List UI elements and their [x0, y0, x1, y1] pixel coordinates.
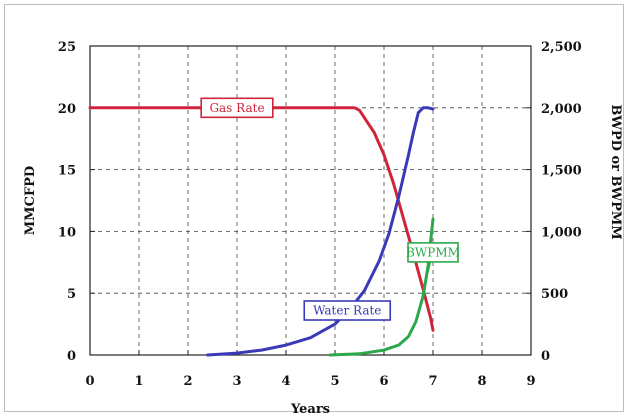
x-tick-label: 6 — [379, 374, 388, 389]
series-line-water-rate — [206, 106, 435, 357]
chart-frame — [4, 4, 624, 412]
right-y-tick-label: 1,500 — [541, 164, 582, 179]
callout-box — [303, 300, 392, 321]
left-y-tick-label: 0 — [67, 349, 76, 364]
right-y-axis-title: BWPD or BWPMM — [608, 104, 623, 239]
right-y-tick-label: 2,500 — [541, 40, 582, 55]
callout-label: Water Rate — [313, 304, 381, 318]
callout-water-rate: Water Rate — [303, 300, 392, 325]
callout-label: BWPMM — [406, 245, 460, 259]
right-y-tick-label: 1,000 — [541, 225, 582, 240]
x-tick-label: 0 — [85, 374, 94, 389]
x-tick-label: 2 — [183, 374, 192, 389]
right-y-tick-label: 2,000 — [541, 102, 582, 117]
callout-bwpmm: BWPMM — [406, 242, 460, 296]
left-y-tick-label: 5 — [67, 287, 76, 302]
x-tick-label: 5 — [330, 374, 339, 389]
callout-box — [407, 242, 459, 263]
callout-label: Gas Rate — [209, 101, 264, 115]
series-callouts: Gas Rate Water Rate BWPMM — [200, 97, 460, 325]
axis-ticks: 0 1 2 3 4 5 6 7 8 9051015202505001,0001,5002,0002… — [58, 40, 582, 389]
x-tick-label: 3 — [232, 374, 241, 389]
x-axis-title: Years — [290, 402, 330, 416]
plot-area — [89, 45, 532, 356]
series-line-gas-rate — [88, 106, 435, 332]
left-y-tick-label: 10 — [58, 225, 76, 240]
left-y-tick-label: 20 — [58, 102, 76, 117]
series-line-bwpmm — [328, 217, 435, 357]
x-tick-label: 8 — [477, 374, 486, 389]
left-y-axis-title: MMCFPD — [23, 166, 38, 235]
x-tick-label: 9 — [526, 374, 535, 389]
left-y-tick-label: 15 — [58, 164, 76, 179]
x-tick-label: 4 — [281, 374, 290, 389]
x-tick-label: 1 — [134, 374, 143, 389]
callout-gas-rate: Gas Rate — [200, 97, 274, 119]
x-tick-label: 7 — [428, 374, 437, 389]
callout-box — [200, 97, 274, 119]
right-y-tick-label: 0 — [541, 349, 550, 364]
left-y-tick-label: 25 — [58, 40, 76, 55]
right-y-tick-label: 500 — [541, 287, 568, 302]
